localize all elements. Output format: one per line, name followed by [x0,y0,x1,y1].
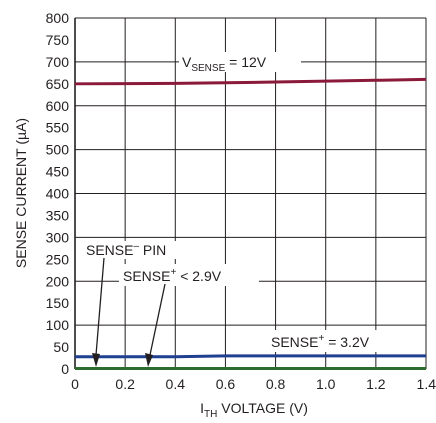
x-tick-label: 1.2 [366,376,386,392]
x-tick-label: 1.0 [316,376,336,392]
x-axis-title: ITH VOLTAGE (V) [200,400,308,420]
y-tick-label: 750 [46,32,70,48]
vsense-label: VSENSE = 12V [182,54,267,74]
series-line-sense_plus_32 [75,354,426,359]
x-tick-label: 0 [71,376,79,392]
series-lines [74,77,427,371]
sense-plus-lt-label: SENSE+ < 2.9V [123,267,222,284]
y-tick-label: 450 [46,164,70,180]
y-tick-label: 50 [53,339,69,355]
y-tick-label: 550 [46,120,70,136]
sense-plus-lt-arrowhead [145,353,153,367]
y-tick-label: 350 [46,207,70,223]
series-line-vsense12 [74,77,427,86]
x-tick-label: 1.4 [417,376,436,392]
y-tick-label: 200 [46,273,70,289]
sense-plus-eq-label: SENSE+ = 3.2V [271,333,370,350]
sense-minus-label: SENSE– PIN [86,241,166,258]
y-tick-label: 600 [46,98,70,114]
sense-plus-lt-label-bg [119,264,259,286]
y-tick-label: 400 [46,186,70,202]
sense-minus-label-bg [82,241,182,259]
y-tick-label: 700 [46,54,70,70]
y-tick-label: 0 [61,361,69,377]
sense-minus-arrowhead [92,353,100,367]
x-tick-label: 0.2 [115,376,135,392]
y-tick-label: 150 [46,295,70,311]
y-tick-label: 250 [46,251,70,267]
x-tick-label: 0.8 [266,376,286,392]
sense-plus-lt-arrow [149,283,166,356]
x-tick-label: 0.4 [166,376,186,392]
sense-minus-arrow [95,257,105,356]
y-tick-label: 650 [46,76,70,92]
y-tick-label: 300 [46,229,70,245]
sense-plus-eq-label-bg [266,330,398,352]
y-axis-title: SENSE CURRENT (µA) [13,118,29,268]
vsense-label-bg [179,52,301,72]
y-tick-label: 500 [46,142,70,158]
x-tick-label: 0.6 [216,376,236,392]
tick-labels: 0 50 100 150 200 250 300 350 400 450 500 550 600 650 7… [46,10,436,392]
y-tick-label: 100 [46,317,70,333]
y-tick-label: 800 [46,10,70,26]
